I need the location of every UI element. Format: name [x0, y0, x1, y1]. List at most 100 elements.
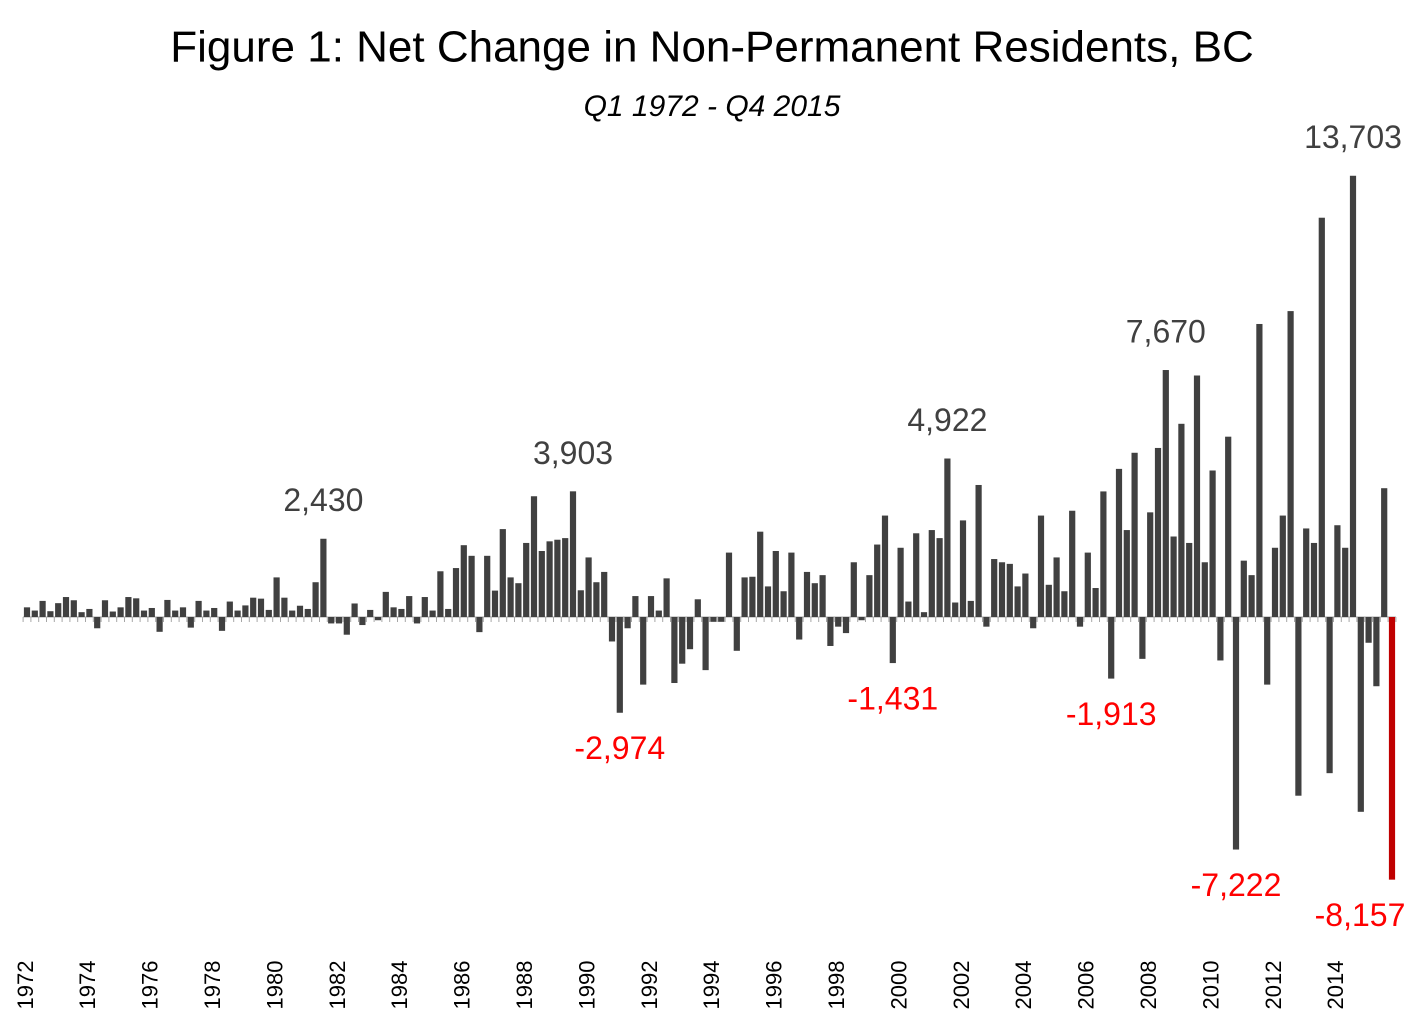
bar: [1287, 311, 1294, 617]
bar: [647, 596, 655, 617]
bar: [905, 601, 912, 617]
bar: [1240, 560, 1247, 617]
x-tick-label: 1982: [325, 961, 350, 1010]
bar: [1271, 547, 1279, 617]
bar: [632, 596, 639, 617]
bar: [1186, 542, 1193, 617]
bar: [304, 608, 311, 617]
bar: [827, 617, 834, 646]
bar: [530, 496, 538, 617]
bar: [359, 617, 366, 626]
bar: [1295, 617, 1302, 796]
bar: [1264, 617, 1271, 685]
bar: [928, 530, 935, 617]
x-tick-label: 1986: [450, 961, 475, 1010]
bar: [1209, 470, 1216, 617]
bar: [1225, 436, 1232, 617]
bar: [764, 586, 772, 617]
bar: [772, 550, 779, 617]
bar: [187, 617, 194, 628]
x-tick-label: 1990: [574, 961, 599, 1010]
bar: [1310, 542, 1318, 617]
bar: [281, 597, 288, 617]
x-tick-label: 1974: [75, 961, 100, 1010]
bar: [710, 617, 717, 622]
bar: [749, 576, 756, 617]
bar: [616, 617, 623, 713]
x-tick-label: 1978: [200, 961, 225, 1010]
bar: [1256, 323, 1263, 617]
bar: [1092, 588, 1099, 617]
bar: [156, 617, 163, 632]
bar: [31, 610, 38, 617]
bar: [1108, 617, 1115, 679]
bar: [546, 541, 553, 617]
bar: [640, 617, 647, 685]
bar: [62, 597, 70, 617]
bar: [842, 617, 850, 634]
bar: [203, 610, 210, 617]
bar: [601, 571, 608, 617]
bar: [983, 617, 990, 627]
bar: [1100, 491, 1107, 617]
bar: [881, 515, 889, 617]
bar: [289, 610, 296, 617]
bar: [679, 617, 686, 664]
x-tick-label: 2014: [1323, 961, 1348, 1010]
bar: [1334, 525, 1341, 617]
bar: [335, 617, 343, 624]
data-label: -8,157: [1315, 897, 1406, 933]
data-label: 2,430: [283, 482, 363, 518]
bar: [577, 590, 584, 617]
data-label: 4,922: [907, 402, 987, 438]
chart-title: Figure 1: Net Change in Non-Permanent Re…: [170, 23, 1253, 72]
bar: [757, 531, 764, 617]
bar: [1248, 575, 1255, 617]
bar: [445, 608, 452, 617]
bar: [1139, 617, 1146, 659]
bar: [1318, 217, 1325, 617]
bar: [55, 603, 62, 617]
bar: [562, 538, 569, 617]
bar: [507, 577, 514, 617]
bar: [1061, 591, 1068, 617]
bar: [1037, 515, 1045, 617]
bar: [382, 591, 389, 617]
bar: [101, 600, 109, 617]
x-tick-label: 2012: [1261, 961, 1286, 1010]
bar: [835, 617, 842, 627]
data-label: 3,903: [533, 435, 613, 471]
bar: [413, 617, 421, 624]
bar: [1069, 510, 1076, 617]
bar: [1076, 617, 1084, 627]
bar: [125, 597, 132, 617]
bar: [897, 547, 904, 617]
bar: [866, 575, 873, 617]
bar: [694, 599, 701, 617]
data-label: -1,913: [1066, 696, 1157, 732]
bar: [780, 591, 787, 617]
bar: [429, 610, 436, 617]
bar: [850, 562, 857, 617]
bar: [718, 617, 725, 622]
bar: [1217, 617, 1224, 661]
bar: [936, 538, 943, 617]
x-tick-label: 1972: [13, 961, 38, 1010]
bar: [796, 617, 803, 640]
bar: [47, 611, 54, 617]
bar: [1326, 617, 1333, 774]
bar: [1178, 423, 1185, 617]
bar: [234, 610, 241, 617]
bar: [460, 545, 467, 617]
bar: [421, 597, 428, 617]
bar: [858, 617, 865, 621]
bar: [195, 600, 202, 617]
bar: [874, 544, 881, 617]
bar: [226, 601, 233, 617]
bar: [1123, 530, 1130, 617]
bar: [78, 612, 85, 617]
data-label: -7,222: [1191, 867, 1282, 903]
x-tick-label: 1994: [699, 961, 724, 1010]
bar: [133, 598, 140, 617]
